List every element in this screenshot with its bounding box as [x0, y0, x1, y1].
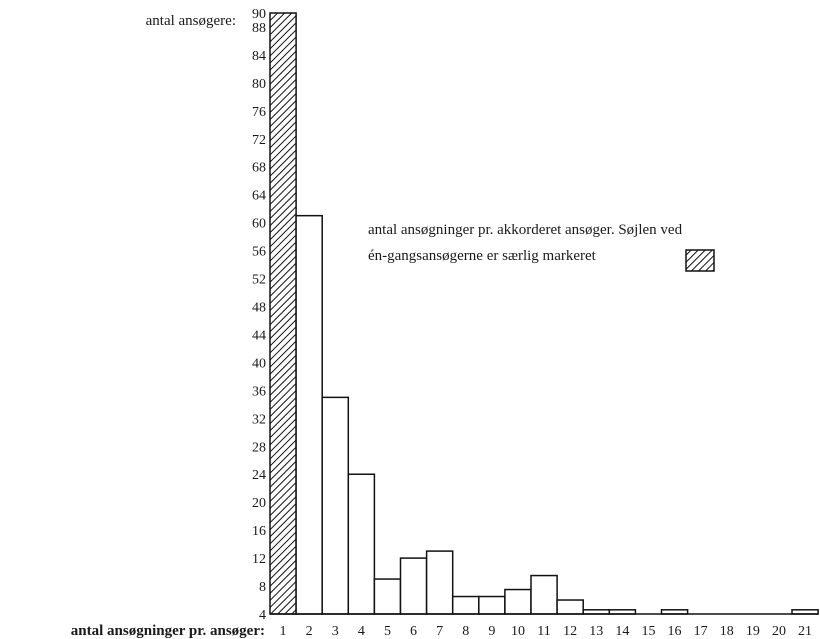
bar	[451, 595, 480, 615]
x-tick-label: 17	[694, 624, 708, 639]
y-tick-label: 84	[252, 49, 266, 64]
x-tick-label: 18	[720, 624, 734, 639]
x-tick-label: 9	[488, 624, 495, 639]
x-tick-label: 7	[436, 624, 443, 639]
x-tick-label: 19	[746, 624, 760, 639]
x-tick-label: 13	[589, 624, 603, 639]
y-tick-label: 32	[252, 412, 266, 427]
x-tick-label: 15	[641, 624, 655, 639]
x-tick-label: 16	[668, 624, 682, 639]
bar	[556, 599, 584, 615]
y-tick-label: 24	[252, 468, 266, 483]
y-tick-label: 16	[252, 524, 266, 539]
x-tick-label: 11	[537, 624, 550, 639]
y-tick-label: 36	[252, 384, 266, 399]
y-axis-label: antal ansøgere:	[146, 13, 236, 29]
x-tick-label: 20	[772, 624, 786, 639]
bar	[425, 550, 454, 615]
bar	[530, 574, 558, 615]
y-tick-label: 28	[252, 440, 266, 455]
y-tick-label: 52	[252, 273, 266, 288]
bar	[321, 396, 350, 615]
y-tick-labels: 4812162024283236404448525660646872768084…	[252, 7, 266, 623]
bar	[478, 595, 506, 615]
y-tick-label: 60	[252, 217, 266, 232]
annotation-line-1: antal ansøgninger pr. akkorderet ansøger…	[368, 222, 683, 238]
y-tick-label: 68	[252, 161, 266, 176]
bar	[399, 557, 428, 615]
x-axis-label: antal ansøgninger pr. ansøger:	[71, 623, 265, 639]
bar	[295, 214, 323, 615]
bar	[504, 588, 532, 615]
y-tick-label: 4	[259, 608, 266, 623]
chart-annotation: antal ansøgninger pr. akkorderet ansøger…	[368, 222, 715, 272]
x-tick-label: 6	[410, 624, 417, 639]
bar	[347, 473, 376, 615]
y-tick-label: 8	[259, 580, 266, 595]
highlight-legend-swatch	[685, 249, 715, 272]
y-tick-label: 20	[252, 496, 266, 511]
x-tick-label: 8	[462, 624, 469, 639]
x-tick-label: 21	[798, 624, 812, 639]
bars	[269, 12, 819, 615]
y-tick-label: 90	[252, 7, 266, 22]
x-tick-label: 5	[384, 624, 391, 639]
x-tick-label: 3	[332, 624, 339, 639]
y-tick-label: 40	[252, 356, 266, 371]
y-tick-label: 72	[252, 133, 266, 148]
x-tick-label: 10	[511, 624, 525, 639]
x-tick-label: 1	[280, 624, 287, 639]
y-tick-label: 44	[252, 328, 266, 343]
y-tick-label: 56	[252, 245, 266, 260]
y-tick-label: 64	[252, 189, 266, 204]
bar-highlighted	[269, 12, 297, 615]
y-tick-label: 76	[252, 105, 266, 120]
x-tick-labels: 1 2 3 4 5 6 7 8 9 10 11 12 13 14 15 16 17 18 19 20 21	[280, 624, 813, 639]
y-tick-label: 48	[252, 301, 266, 316]
bar	[373, 578, 402, 615]
y-tick-label: 88	[252, 21, 266, 36]
x-tick-label: 4	[358, 624, 365, 639]
x-tick-label: 12	[563, 624, 577, 639]
y-tick-label: 12	[252, 552, 266, 567]
y-tick-label: 80	[252, 77, 266, 92]
x-tick-label: 14	[615, 624, 629, 639]
annotation-line-2: én-gangsansøgerne er særlig markeret	[368, 248, 597, 264]
x-tick-label: 2	[306, 624, 313, 639]
